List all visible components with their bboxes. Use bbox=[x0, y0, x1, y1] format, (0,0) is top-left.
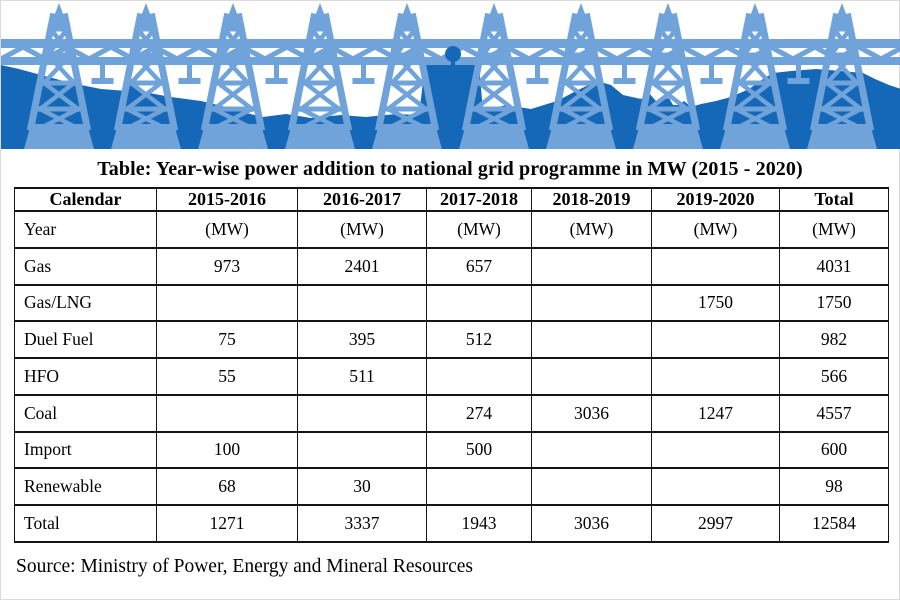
beam-hanger-icon bbox=[91, 64, 114, 84]
cell-value: 982 bbox=[779, 320, 889, 360]
beam-hanger-icon bbox=[526, 64, 549, 84]
cell-value bbox=[651, 467, 780, 507]
table-row: Import 100 500 600 bbox=[14, 430, 889, 470]
table-row: Gas/LNG 1750 1750 bbox=[14, 283, 889, 323]
cell-value: 657 bbox=[426, 246, 532, 286]
beam-hanger-icon bbox=[265, 64, 288, 84]
cell-value: 1943 bbox=[426, 504, 532, 543]
row-label: Coal bbox=[14, 393, 157, 433]
cell-value bbox=[531, 246, 652, 286]
power-grid-banner bbox=[1, 1, 900, 151]
cell-value bbox=[651, 430, 780, 470]
cell-value bbox=[531, 283, 652, 323]
transmission-tower-icon bbox=[111, 3, 181, 149]
cell-value: 973 bbox=[156, 246, 298, 286]
table-row: Renewable 68 30 98 bbox=[14, 467, 889, 507]
cell-value: 512 bbox=[426, 320, 532, 360]
unit-cell: (MW) bbox=[426, 210, 532, 249]
cell-value bbox=[156, 393, 298, 433]
cell-value: 600 bbox=[779, 430, 889, 470]
cell-value bbox=[297, 283, 427, 323]
cell-value: 68 bbox=[156, 467, 298, 507]
table-row: Total 1271 3337 1943 3036 2997 12584 bbox=[14, 504, 889, 543]
cell-value bbox=[297, 393, 427, 433]
cell-value: 1750 bbox=[779, 283, 889, 323]
cell-value bbox=[651, 357, 780, 396]
beam-hanger-icon bbox=[700, 64, 723, 84]
column-header: 2017-2018 bbox=[426, 187, 532, 212]
column-header: 2019-2020 bbox=[651, 187, 780, 212]
row-label: Total bbox=[14, 504, 157, 543]
cell-value: 4557 bbox=[779, 393, 889, 433]
power-addition-table: Calendar 2015-2016 2016-2017 2017-2018 2018-… bbox=[14, 187, 889, 543]
row-label: Renewable bbox=[14, 467, 157, 507]
cell-value bbox=[531, 320, 652, 360]
cell-value: 1750 bbox=[651, 283, 780, 323]
cell-value bbox=[651, 246, 780, 286]
unit-cell: (MW) bbox=[297, 210, 427, 249]
beam-hanger-icon bbox=[352, 64, 375, 84]
column-header: 2015-2016 bbox=[156, 187, 298, 212]
beam-hanger-icon bbox=[178, 64, 201, 84]
cell-value: 1247 bbox=[651, 393, 780, 433]
cell-value bbox=[426, 357, 532, 396]
transmission-tower-icon bbox=[198, 3, 268, 149]
source-caption: Source: Ministry of Power, Energy and Mi… bbox=[16, 556, 474, 577]
cell-value: 2997 bbox=[651, 504, 780, 543]
cell-value bbox=[156, 283, 298, 323]
unit-row: Year (MW) (MW) (MW) (MW) (MW) (MW) bbox=[14, 210, 889, 249]
cell-value: 2401 bbox=[297, 246, 427, 286]
unit-cell: (MW) bbox=[779, 210, 889, 249]
cell-value bbox=[651, 320, 780, 360]
column-header: 2018-2019 bbox=[531, 187, 652, 212]
cell-value bbox=[531, 430, 652, 470]
cell-value: 3036 bbox=[531, 504, 652, 543]
cell-value bbox=[531, 467, 652, 507]
transmission-tower-icon bbox=[285, 3, 355, 149]
cell-value: 395 bbox=[297, 320, 427, 360]
cell-value: 566 bbox=[779, 357, 889, 396]
cell-value: 30 bbox=[297, 467, 427, 507]
transmission-tower-icon bbox=[633, 3, 703, 149]
unit-cell: (MW) bbox=[156, 210, 298, 249]
row-label: Gas/LNG bbox=[14, 283, 157, 323]
table-title: Table: Year-wise power addition to natio… bbox=[97, 158, 803, 180]
beam-hanger-icon bbox=[613, 64, 636, 84]
cell-value bbox=[297, 430, 427, 470]
cell-value: 100 bbox=[156, 430, 298, 470]
row-label: Duel Fuel bbox=[14, 320, 157, 360]
cell-value: 3337 bbox=[297, 504, 427, 543]
table-header-row: Calendar 2015-2016 2016-2017 2017-2018 2018-… bbox=[14, 187, 889, 212]
cell-value: 4031 bbox=[779, 246, 889, 286]
unit-cell: (MW) bbox=[651, 210, 780, 249]
cell-value: 500 bbox=[426, 430, 532, 470]
column-header: 2016-2017 bbox=[297, 187, 427, 212]
row-label: Import bbox=[14, 430, 157, 470]
cell-value: 98 bbox=[779, 467, 889, 507]
column-header: Calendar bbox=[14, 187, 157, 212]
cell-value: 1271 bbox=[156, 504, 298, 543]
cell-value: 511 bbox=[297, 357, 427, 396]
transmission-tower-icon bbox=[546, 3, 616, 149]
column-header: Total bbox=[779, 187, 889, 212]
row-label: Year bbox=[14, 210, 157, 249]
cell-value bbox=[426, 467, 532, 507]
table-row: Gas 973 2401 657 4031 bbox=[14, 246, 889, 286]
cell-value bbox=[531, 357, 652, 396]
cell-value: 274 bbox=[426, 393, 532, 433]
unit-cell: (MW) bbox=[531, 210, 652, 249]
row-label: Gas bbox=[14, 246, 157, 286]
cell-value: 3036 bbox=[531, 393, 652, 433]
row-label: HFO bbox=[14, 357, 157, 396]
table-row: HFO 55 511 566 bbox=[14, 357, 889, 396]
cell-value bbox=[426, 283, 532, 323]
cell-value: 12584 bbox=[779, 504, 889, 543]
table-row: Coal 274 3036 1247 4557 bbox=[14, 393, 889, 433]
cell-value: 75 bbox=[156, 320, 298, 360]
cell-value: 55 bbox=[156, 357, 298, 396]
table-row: Duel Fuel 75 395 512 982 bbox=[14, 320, 889, 360]
